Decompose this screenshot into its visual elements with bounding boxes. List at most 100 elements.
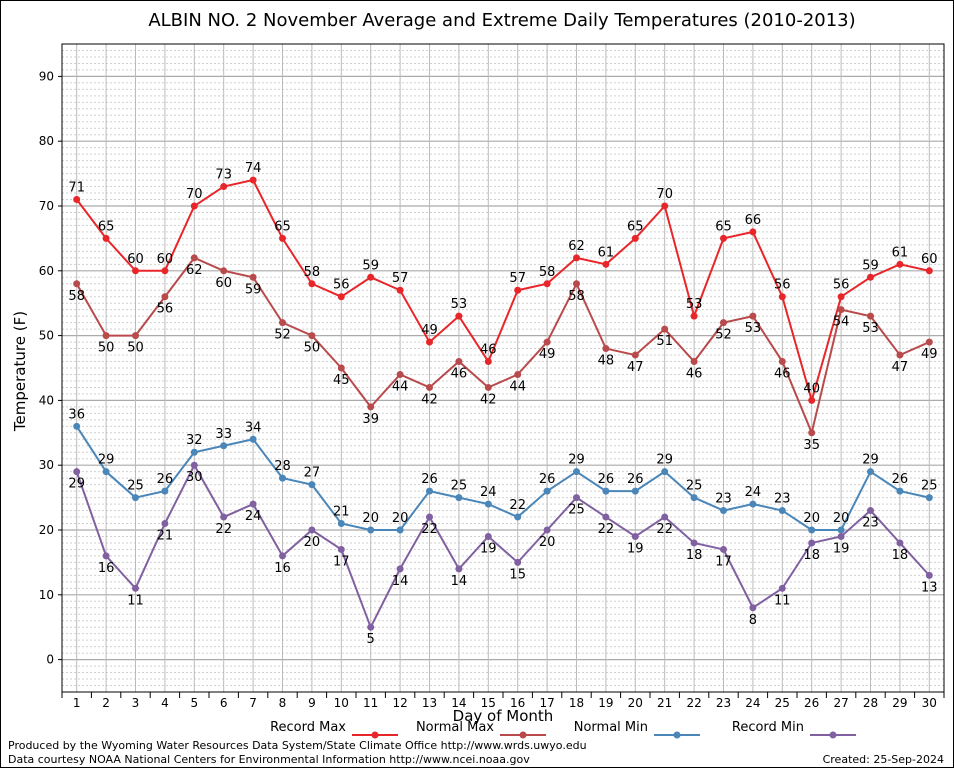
- legend-label: Normal Max: [416, 720, 494, 735]
- data-label: 25: [451, 479, 468, 494]
- y-axis-label: Temperature (F): [11, 311, 29, 432]
- data-label: 26: [421, 472, 438, 487]
- data-label: 57: [509, 271, 526, 286]
- data-label: 14: [451, 574, 468, 589]
- data-label: 19: [833, 541, 850, 556]
- data-point: [631, 487, 639, 495]
- x-tick-label: 7: [249, 696, 257, 710]
- legend-swatch-marker: [371, 731, 379, 739]
- data-point: [279, 552, 286, 560]
- data-label: 50: [127, 341, 144, 356]
- data-label: 56: [833, 278, 850, 293]
- x-tick-label: 19: [598, 696, 613, 710]
- x-tick-label: 25: [775, 696, 790, 710]
- y-tick-label: 80: [39, 134, 54, 148]
- data-label: 17: [333, 554, 350, 569]
- data-point: [102, 234, 110, 242]
- data-label: 20: [833, 511, 850, 526]
- data-point: [867, 312, 874, 320]
- x-tick-label: 18: [569, 696, 584, 710]
- data-label: 26: [157, 472, 174, 487]
- data-label: 66: [745, 213, 762, 228]
- data-point: [543, 280, 551, 288]
- data-point: [161, 487, 169, 495]
- data-label: 29: [568, 453, 585, 468]
- x-tick-label: 17: [539, 696, 554, 710]
- data-point: [631, 351, 639, 359]
- data-point: [102, 552, 110, 560]
- data-point: [867, 468, 874, 476]
- x-tick-label: 1: [73, 696, 81, 710]
- data-point: [308, 332, 316, 340]
- created-date: Created: 25-Sep-2024: [823, 753, 944, 766]
- x-tick-label: 26: [804, 696, 819, 710]
- x-tick-label: 14: [451, 696, 466, 710]
- data-point: [484, 500, 492, 508]
- data-label: 16: [98, 561, 115, 576]
- y-tick-label: 70: [39, 199, 54, 213]
- data-label: 26: [598, 472, 615, 487]
- y-tick-label: 0: [46, 653, 54, 667]
- data-label: 56: [157, 302, 174, 317]
- data-point: [661, 325, 669, 333]
- credit-line-1: Produced by the Wyoming Water Resources …: [8, 739, 587, 752]
- data-label: 62: [568, 239, 585, 254]
- data-point: [484, 358, 492, 366]
- data-label: 23: [774, 492, 791, 507]
- data-label: 58: [568, 289, 585, 304]
- data-point: [190, 461, 198, 469]
- data-point: [661, 513, 669, 521]
- legend-label: Normal Min: [574, 720, 648, 735]
- x-tick-label: 24: [745, 696, 760, 710]
- data-point: [426, 487, 433, 495]
- data-label: 62: [186, 263, 203, 278]
- data-point: [279, 474, 286, 482]
- data-label: 23: [862, 516, 879, 531]
- data-label: 65: [627, 219, 644, 234]
- data-point: [778, 507, 786, 515]
- credit-line-2: Data courtesy NOAA National Centers for …: [8, 753, 530, 766]
- data-point: [837, 293, 845, 301]
- data-point: [190, 254, 198, 262]
- data-point: [896, 351, 904, 359]
- data-point: [132, 494, 139, 502]
- x-axis-label: Day of Month: [453, 707, 554, 725]
- data-label: 22: [598, 522, 615, 537]
- data-point: [367, 273, 375, 281]
- x-tick-label: 11: [363, 696, 378, 710]
- plot-area: [61, 43, 945, 693]
- data-label: 46: [480, 343, 497, 358]
- data-point: [514, 558, 522, 566]
- data-point: [749, 604, 757, 612]
- data-label: 53: [451, 297, 468, 312]
- data-point: [73, 422, 81, 430]
- data-label: 29: [98, 453, 115, 468]
- data-label: 58: [304, 265, 321, 280]
- data-label: 35: [803, 438, 820, 453]
- data-label: 22: [215, 522, 232, 537]
- data-label: 11: [127, 593, 144, 608]
- x-tick-label: 30: [922, 696, 937, 710]
- y-tick-label: 60: [39, 264, 54, 278]
- data-point: [308, 481, 316, 489]
- data-point: [720, 234, 727, 242]
- data-point: [631, 234, 639, 242]
- data-label: 23: [715, 492, 732, 507]
- x-tick-label: 3: [132, 696, 140, 710]
- data-point: [132, 332, 139, 340]
- data-label: 61: [598, 245, 615, 260]
- data-label: 18: [803, 548, 820, 563]
- series-line: [75, 425, 930, 531]
- data-point: [426, 513, 433, 521]
- data-label: 33: [215, 427, 232, 442]
- data-label: 16: [274, 561, 291, 576]
- data-point: [514, 286, 522, 294]
- data-label: 27: [304, 466, 321, 481]
- data-point: [161, 293, 169, 301]
- x-tick-label: 16: [510, 696, 525, 710]
- data-label: 14: [392, 574, 409, 589]
- data-label: 44: [509, 379, 526, 394]
- data-point: [808, 396, 816, 404]
- data-point: [690, 494, 698, 502]
